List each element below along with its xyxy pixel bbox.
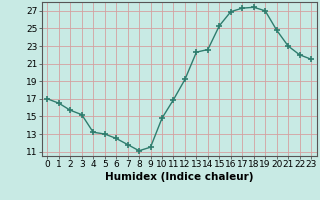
X-axis label: Humidex (Indice chaleur): Humidex (Indice chaleur)	[105, 172, 253, 182]
